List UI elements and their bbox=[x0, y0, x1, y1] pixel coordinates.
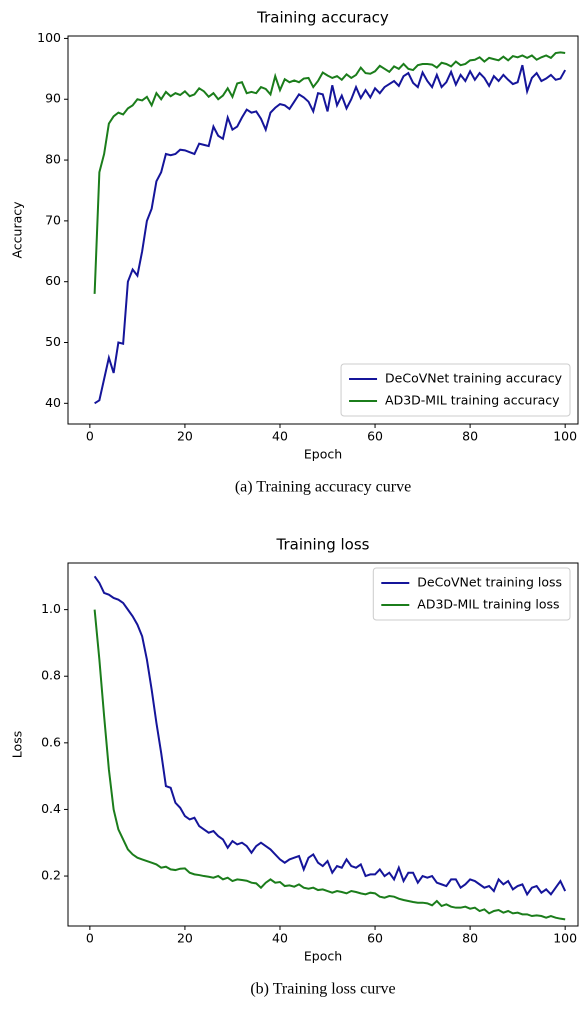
y-tick-label: 100 bbox=[37, 30, 61, 45]
x-tick-label: 100 bbox=[553, 931, 577, 946]
y-tick-label: 50 bbox=[45, 334, 61, 349]
x-tick-label: 0 bbox=[86, 931, 94, 946]
x-tick-label: 20 bbox=[177, 429, 193, 444]
y-tick-label: 80 bbox=[45, 152, 61, 167]
x-tick-label: 80 bbox=[462, 429, 478, 444]
y-tick-label: 0.6 bbox=[41, 734, 61, 749]
y-axis-label: Loss bbox=[10, 731, 25, 758]
x-tick-label: 40 bbox=[272, 931, 288, 946]
legend-label: AD3D-MIL training loss bbox=[417, 597, 559, 612]
y-tick-label: 0.4 bbox=[41, 801, 61, 816]
x-tick-label: 20 bbox=[177, 931, 193, 946]
x-tick-label: 40 bbox=[272, 429, 288, 444]
legend-label: DeCoVNet training loss bbox=[417, 575, 562, 590]
line-series bbox=[94, 64, 567, 405]
line-series bbox=[93, 575, 567, 897]
y-tick-label: 70 bbox=[45, 212, 61, 227]
chart-title: Training accuracy bbox=[256, 9, 389, 27]
legend-label: AD3D-MIL training accuracy bbox=[385, 393, 560, 408]
y-axis-label: Accuracy bbox=[10, 201, 25, 259]
line-series bbox=[93, 51, 566, 294]
y-tick-label: 40 bbox=[45, 395, 61, 410]
y-tick-label: 1.0 bbox=[41, 601, 61, 616]
x-axis-label: Epoch bbox=[304, 447, 342, 462]
y-tick-label: 0.8 bbox=[41, 668, 61, 683]
x-tick-label: 60 bbox=[367, 429, 383, 444]
legend-label: DeCoVNet training accuracy bbox=[385, 371, 563, 386]
caption: (b) Training loss curve bbox=[250, 981, 395, 998]
plot-frame bbox=[67, 562, 579, 927]
x-tick-label: 100 bbox=[553, 429, 577, 444]
y-tick-label: 90 bbox=[45, 91, 61, 106]
line-series bbox=[93, 609, 566, 921]
chart-title: Training loss bbox=[276, 536, 370, 554]
legend-box bbox=[372, 567, 571, 621]
x-tick-label: 80 bbox=[462, 931, 478, 946]
x-tick-label: 60 bbox=[367, 931, 383, 946]
x-axis-label: Epoch bbox=[304, 949, 342, 964]
y-tick-label: 0.2 bbox=[41, 868, 61, 883]
caption: (a) Training accuracy curve bbox=[235, 479, 411, 496]
plot-frame bbox=[67, 35, 579, 425]
legend-box bbox=[340, 363, 571, 417]
x-tick-label: 0 bbox=[86, 429, 94, 444]
y-tick-label: 60 bbox=[45, 273, 61, 288]
